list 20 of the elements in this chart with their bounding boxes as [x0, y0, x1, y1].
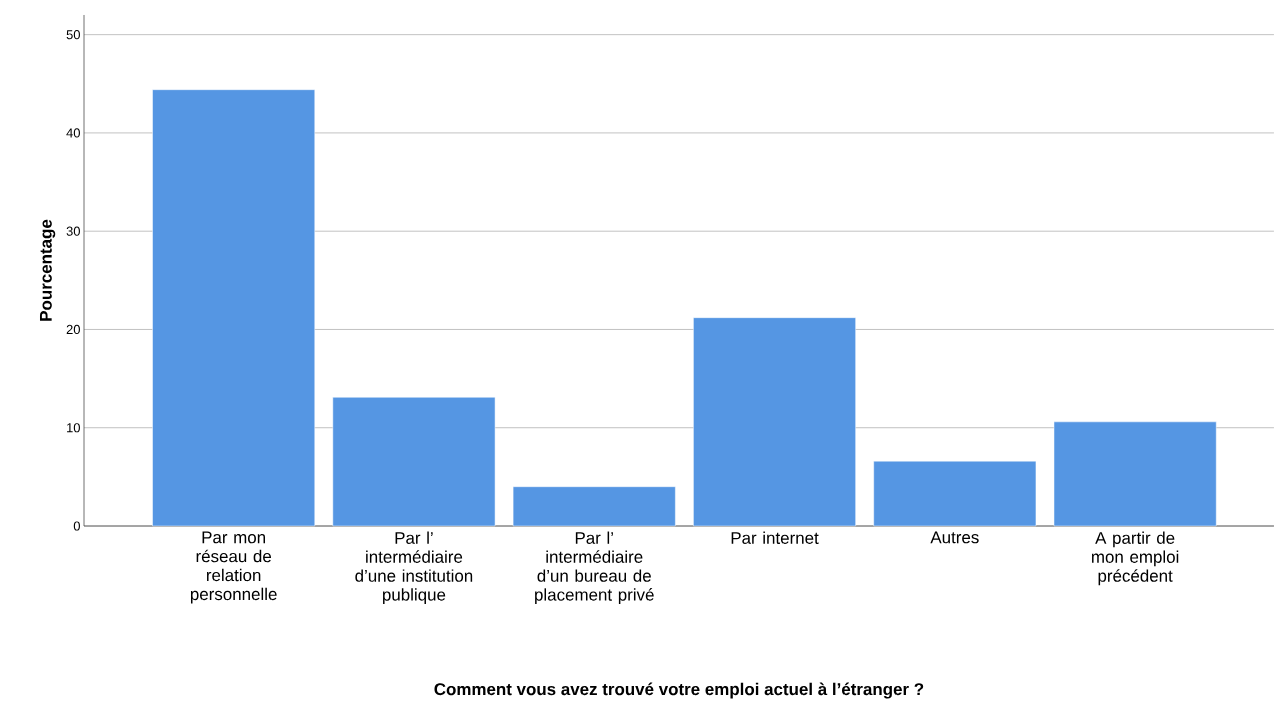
bar: [873, 460, 1037, 527]
bar: [1053, 421, 1217, 527]
bar: [512, 486, 676, 527]
x-tick-label: Autres: [930, 531, 979, 544]
x-axis-title: Comment vous avez trouvé votre emploi actuel à l’étranger ?: [434, 682, 924, 699]
x-tick-label: Par l’ intermédiaire d’un bureau de placement privé: [535, 531, 654, 605]
y-tick-label: 20: [66, 324, 80, 335]
y-tick-label: 0: [73, 521, 80, 531]
y-tick-label: 50: [66, 30, 80, 40]
y-tick-label: 40: [66, 128, 80, 138]
x-tick-label: A partir de mon emploi précédent: [1092, 531, 1179, 586]
x-tick-label: Par mon réseau de relation personnelle: [190, 531, 277, 604]
x-tick-label: Par l’ intermédiaire d’une institution publique: [355, 531, 473, 605]
bar: [332, 397, 496, 527]
y-tick-label: 10: [67, 423, 80, 433]
x-tick-label: Par internet: [731, 531, 819, 544]
bar: [152, 89, 316, 527]
bar: [693, 317, 856, 527]
y-tick-label: 30: [66, 226, 80, 236]
y-axis-title: Pourcentage: [39, 219, 56, 321]
